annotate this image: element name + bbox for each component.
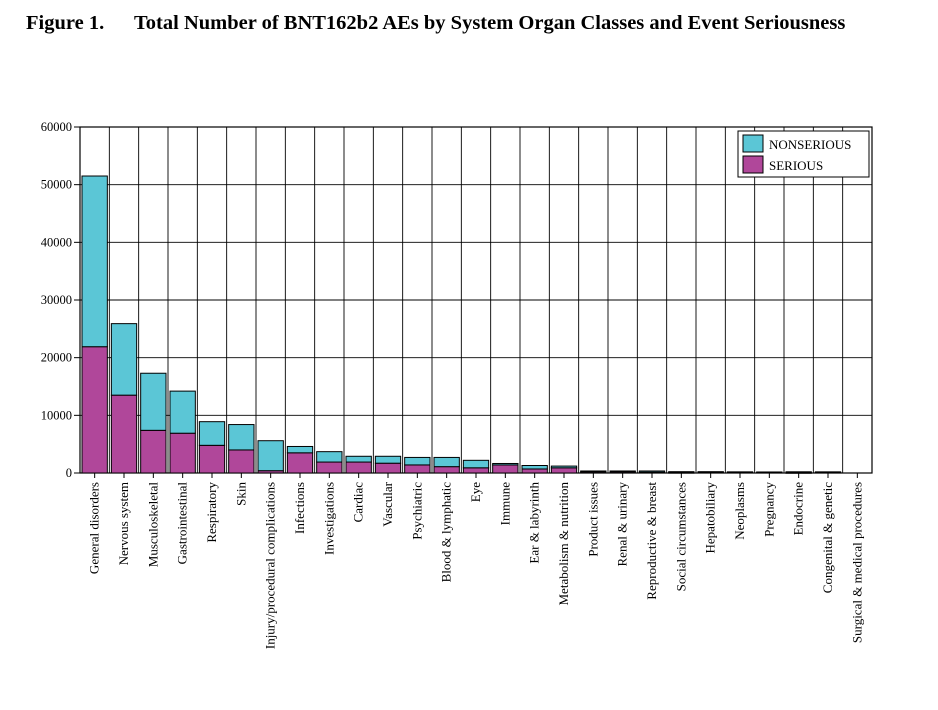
x-tick-label: Renal & urinary — [615, 482, 630, 567]
x-tick-label: Nervous system — [116, 482, 131, 565]
x-tick-label: Cardiac — [351, 482, 366, 523]
x-tick-label: Vascular — [380, 481, 395, 526]
bar-nonserious — [521, 465, 548, 470]
bar-serious — [286, 452, 314, 474]
bar-nonserious — [550, 465, 578, 469]
bar-serious — [433, 466, 460, 474]
bar-nonserious — [228, 424, 255, 451]
x-tick-label: Infections — [292, 482, 307, 534]
bar-serious — [81, 346, 108, 474]
bar-nonserious — [374, 455, 402, 464]
x-tick-label: Respiratory — [204, 482, 219, 543]
bar-serious — [462, 467, 490, 474]
bar-nonserious — [286, 445, 314, 454]
bar-nonserious — [638, 470, 666, 473]
bar-nonserious — [433, 456, 460, 468]
bar-nonserious — [609, 470, 636, 473]
legend-label-nonserious: NONSERIOUS — [769, 137, 851, 152]
x-tick-label: Reproductive & breast — [644, 482, 659, 600]
bar-nonserious — [110, 323, 138, 396]
legend-label-serious: SERIOUS — [769, 158, 823, 173]
bar-nonserious — [345, 455, 372, 463]
bar-nonserious — [668, 471, 695, 474]
x-tick-label: Product issues — [585, 482, 600, 557]
bar-nonserious — [169, 390, 196, 434]
bars — [81, 175, 842, 474]
x-tick-label: Musculoskeletal — [145, 482, 160, 568]
x-tick-label: Pregnancy — [761, 482, 776, 537]
bar-nonserious — [814, 471, 842, 473]
bar-nonserious — [81, 175, 108, 348]
bar-serious — [550, 467, 578, 474]
x-tick-label: Blood & lymphatic — [439, 482, 454, 583]
y-tick-label: 10000 — [41, 408, 72, 422]
bar-serious — [169, 432, 196, 474]
x-tick-label: Gastrointestinal — [175, 482, 190, 565]
x-tick-label: Social circumstances — [673, 482, 688, 591]
bar-nonserious — [462, 459, 490, 469]
x-tick-label: Endocrine — [791, 482, 806, 536]
bar-nonserious — [316, 451, 343, 463]
bar-serious — [521, 468, 548, 474]
bar-serious — [404, 464, 431, 474]
x-tick-label: Eye — [468, 482, 483, 502]
x-tick-label: Ear & labyrinth — [527, 482, 542, 564]
bar-nonserious — [492, 462, 519, 466]
x-tick-label: Metabolism & nutrition — [556, 482, 571, 606]
y-tick-label: 60000 — [41, 120, 72, 134]
bar-nonserious — [756, 471, 783, 474]
bar-nonserious — [140, 372, 167, 431]
bar-nonserious — [697, 471, 724, 473]
legend-swatch-serious — [742, 155, 764, 174]
x-axis: General disorders Nervous system Musculosk… — [87, 473, 864, 649]
x-tick-label: Surgical & medical procedures — [849, 482, 864, 643]
y-axis: 0 10000 20000 30000 40000 50000 60000 — [41, 120, 80, 480]
x-tick-label: Injury/procedural complications — [263, 482, 278, 649]
y-tick-label: 30000 — [41, 293, 72, 307]
figure-title-text: Total Number of BNT162b2 AEs by System O… — [134, 12, 846, 34]
bar-nonserious — [785, 471, 812, 474]
x-tick-label: Immune — [497, 482, 512, 526]
legend-swatch-nonserious — [742, 134, 764, 153]
bar-serious — [110, 394, 138, 474]
x-tick-label: Hepatobiliary — [703, 482, 718, 554]
bar-serious — [492, 464, 519, 474]
bar-serious — [140, 429, 167, 474]
bar-nonserious — [257, 440, 284, 472]
y-tick-label: 20000 — [41, 351, 72, 365]
bar-serious — [316, 461, 343, 474]
y-tick-label: 40000 — [41, 235, 72, 249]
x-tick-label: Investigations — [321, 482, 336, 555]
bar-serious — [345, 461, 372, 474]
x-tick-label: Congenital & genetic — [820, 482, 835, 593]
x-tick-label: General disorders — [87, 482, 102, 574]
bar-nonserious — [198, 421, 226, 446]
y-tick-label: 0 — [66, 466, 72, 480]
bar-serious — [228, 449, 255, 474]
bar-nonserious — [726, 471, 754, 473]
legend: NONSERIOUS SERIOUS — [737, 130, 870, 178]
grid-lines — [79, 126, 873, 474]
figure-number: Figure 1. — [26, 12, 105, 34]
bar-nonserious — [404, 456, 431, 466]
x-tick-label: Psychiatric — [409, 482, 424, 540]
y-tick-label: 50000 — [41, 178, 72, 192]
bar-nonserious — [580, 470, 607, 473]
x-tick-label: Neoplasms — [732, 482, 747, 540]
x-tick-label: Skin — [233, 482, 248, 506]
bar-serious — [374, 462, 402, 474]
bar-serious — [198, 444, 226, 474]
